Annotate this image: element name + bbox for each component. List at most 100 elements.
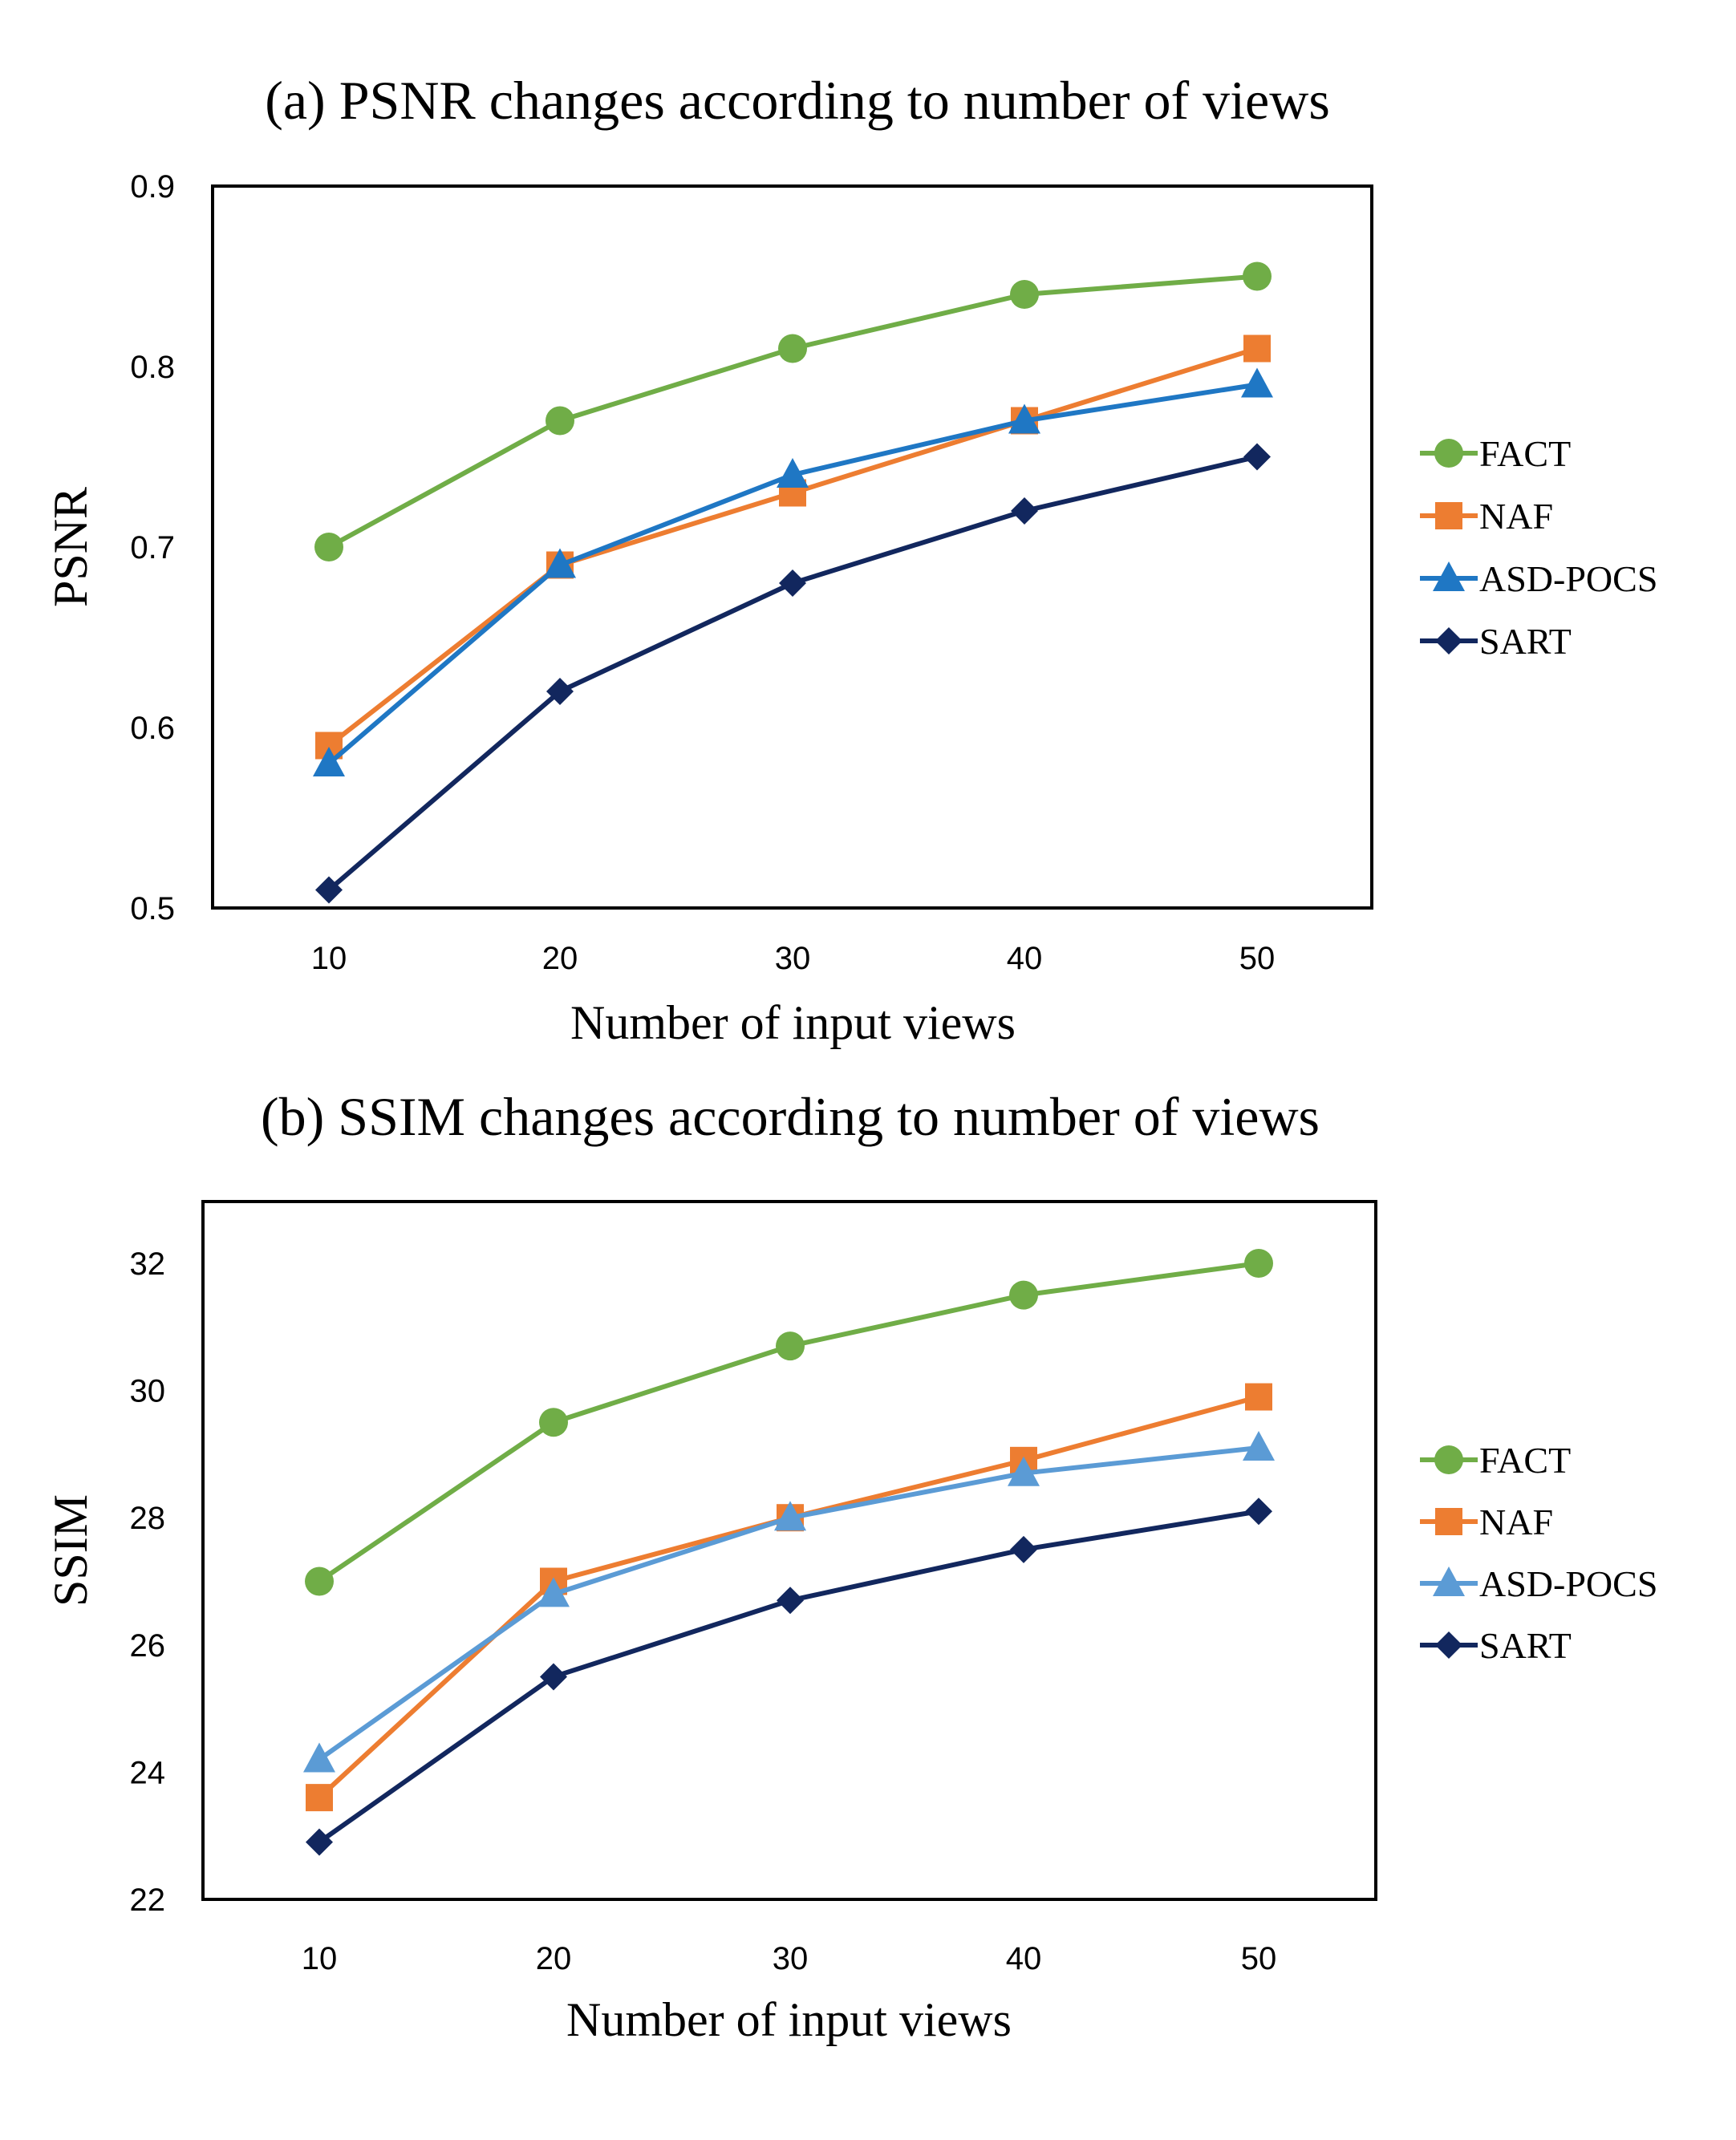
data-point-fact [778, 334, 807, 363]
chart-title: (b) SSIM changes according to number of … [261, 1086, 1320, 1147]
plot-area-frame [211, 184, 1373, 910]
data-point-asd-pocs [1008, 403, 1040, 434]
legend-label: SART [1479, 621, 1572, 662]
y-axis-title: SSIM [44, 1494, 97, 1607]
data-point-asd-pocs [777, 458, 809, 488]
series-line-sart [327, 454, 1258, 892]
x-axis-title: Number of input views [566, 1993, 1012, 2046]
data-point-sart [1010, 1535, 1037, 1563]
y-tick-label: 30 [130, 1374, 166, 1409]
y-tick-label: 22 [130, 1883, 166, 1918]
legend-label: NAF [1479, 496, 1553, 537]
y-tick-label: 0.6 [130, 711, 175, 746]
data-point-asd-pocs [1008, 1456, 1040, 1486]
data-point-naf [1245, 1383, 1272, 1411]
legend-label: NAF [1479, 1502, 1553, 1542]
legend-marker-triangle [1433, 1566, 1465, 1596]
data-point-asd-pocs [544, 548, 576, 578]
data-point-fact [305, 1566, 334, 1596]
data-point-fact [546, 406, 574, 436]
legend-item-asd-pocs: ASD-POCS [1420, 558, 1657, 599]
data-point-asd-pocs [313, 747, 345, 776]
data-point-fact [314, 533, 343, 561]
data-point-fact [1010, 280, 1039, 309]
data-point-sart [1245, 1498, 1272, 1526]
data-point-asd-pocs [774, 1501, 806, 1531]
data-point-fact [1243, 261, 1272, 291]
y-tick-label: 0.5 [130, 891, 175, 926]
data-point-asd-pocs [1241, 367, 1273, 398]
x-tick-label: 20 [542, 941, 578, 976]
legend-marker-triangle [1433, 561, 1465, 591]
legend-marker-circle [1434, 439, 1463, 468]
data-point-asd-pocs [537, 1577, 570, 1607]
legend-label: ASD-POCS [1479, 558, 1657, 599]
x-tick-label: 10 [311, 941, 347, 976]
series-asd-pocs [303, 1430, 1275, 1773]
x-tick-label: 50 [1239, 941, 1276, 976]
legend-label: FACT [1479, 433, 1571, 474]
chart-title: (a) PSNR changes according to number of … [265, 70, 1330, 131]
legend: FACT NAF ASD-POCS SART [1420, 433, 1657, 662]
x-tick-label: 20 [536, 1941, 572, 1976]
data-point-sart [546, 678, 574, 705]
series-line-sart [318, 1509, 1259, 1845]
data-point-sart [540, 1663, 567, 1691]
legend-item-fact: FACT [1420, 1440, 1571, 1481]
legend-label: SART [1479, 1625, 1572, 1666]
legend-item-fact: FACT [1420, 433, 1571, 474]
legend-marker-diamond [1435, 627, 1462, 655]
y-tick-label: 24 [130, 1755, 166, 1790]
legend: FACT NAF ASD-POCS SART [1420, 1440, 1657, 1666]
chart-panel-psnr: (a) PSNR changes according to number of … [44, 70, 1657, 1049]
data-point-naf [1243, 334, 1271, 363]
data-point-fact [1009, 1280, 1038, 1310]
y-tick-label: 32 [130, 1246, 166, 1282]
data-point-fact [776, 1331, 805, 1361]
series-fact [305, 1249, 1273, 1596]
data-point-naf [306, 1784, 333, 1812]
series-fact [314, 261, 1272, 561]
series-sart [315, 443, 1271, 904]
legend-item-asd-pocs: ASD-POCS [1420, 1563, 1657, 1604]
legend-marker-circle [1434, 1445, 1463, 1474]
legend-item-naf: NAF [1420, 1502, 1553, 1542]
legend-label: FACT [1479, 1440, 1571, 1481]
x-tick-label: 50 [1241, 1941, 1277, 1976]
chart-panel-ssim: (b) SSIM changes according to number of … [44, 1086, 1657, 2046]
data-point-asd-pocs [1243, 1430, 1275, 1461]
x-tick-label: 10 [302, 1941, 338, 1976]
legend-marker-diamond [1435, 1631, 1462, 1659]
series-asd-pocs [313, 367, 1273, 776]
data-point-sart [1011, 497, 1038, 525]
y-tick-label: 0.8 [130, 350, 175, 385]
legend-label: ASD-POCS [1479, 1563, 1657, 1604]
data-point-fact [539, 1408, 568, 1437]
series-sart [306, 1498, 1272, 1856]
data-point-sart [1243, 443, 1271, 471]
y-tick-label: 28 [130, 1501, 166, 1536]
y-tick-label: 0.9 [130, 169, 175, 205]
legend-item-sart: SART [1420, 1625, 1572, 1666]
y-axis-title: PSNR [44, 487, 97, 607]
y-tick-label: 0.7 [130, 530, 175, 565]
x-tick-label: 40 [1007, 941, 1043, 976]
data-point-sart [777, 1587, 804, 1615]
data-point-sart [779, 569, 806, 597]
y-tick-label: 26 [130, 1628, 166, 1664]
legend-item-sart: SART [1420, 621, 1572, 662]
x-axis-title: Number of input views [570, 996, 1016, 1049]
x-tick-label: 40 [1006, 1941, 1042, 1976]
x-tick-label: 30 [773, 1941, 809, 1976]
series-naf [315, 334, 1271, 760]
legend-marker-square [1435, 502, 1462, 529]
plot-area-frame [201, 1200, 1377, 1901]
data-point-fact [1244, 1249, 1273, 1278]
x-tick-label: 30 [775, 941, 811, 976]
data-point-sart [306, 1828, 333, 1856]
legend-item-naf: NAF [1420, 496, 1553, 537]
data-point-sart [315, 876, 343, 904]
data-point-asd-pocs [303, 1742, 335, 1773]
legend-marker-square [1435, 1508, 1462, 1535]
